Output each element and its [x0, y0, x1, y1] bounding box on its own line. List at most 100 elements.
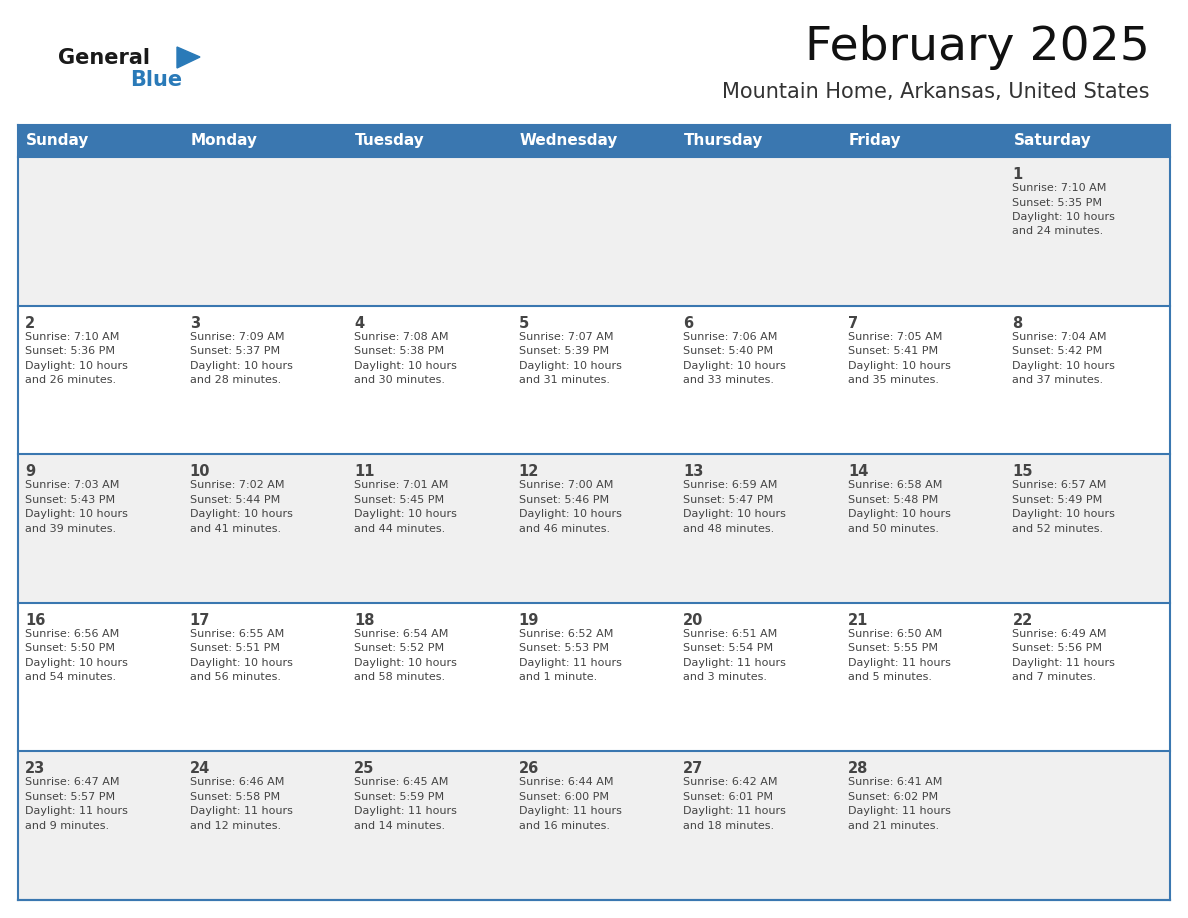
Text: Daylight: 11 hours: Daylight: 11 hours [190, 806, 292, 816]
Text: and 3 minutes.: and 3 minutes. [683, 672, 767, 682]
Text: 16: 16 [25, 613, 45, 628]
Text: Sunset: 5:52 PM: Sunset: 5:52 PM [354, 644, 444, 654]
Text: Mountain Home, Arkansas, United States: Mountain Home, Arkansas, United States [722, 82, 1150, 102]
Text: Daylight: 11 hours: Daylight: 11 hours [519, 806, 621, 816]
Text: Daylight: 11 hours: Daylight: 11 hours [25, 806, 128, 816]
Text: Sunrise: 6:50 AM: Sunrise: 6:50 AM [848, 629, 942, 639]
Text: 2: 2 [25, 316, 36, 330]
Text: 9: 9 [25, 465, 36, 479]
Text: Sunrise: 6:56 AM: Sunrise: 6:56 AM [25, 629, 119, 639]
Text: Sunset: 5:41 PM: Sunset: 5:41 PM [848, 346, 939, 356]
Text: and 7 minutes.: and 7 minutes. [1012, 672, 1097, 682]
Text: and 48 minutes.: and 48 minutes. [683, 523, 775, 533]
Text: and 18 minutes.: and 18 minutes. [683, 821, 775, 831]
Bar [18, 752, 1170, 900]
Text: and 5 minutes.: and 5 minutes. [848, 672, 931, 682]
Text: Sunrise: 6:54 AM: Sunrise: 6:54 AM [354, 629, 449, 639]
Text: and 46 minutes.: and 46 minutes. [519, 523, 609, 533]
Text: Sunset: 5:56 PM: Sunset: 5:56 PM [1012, 644, 1102, 654]
Text: Daylight: 10 hours: Daylight: 10 hours [190, 509, 292, 520]
Text: Sunset: 5:43 PM: Sunset: 5:43 PM [25, 495, 115, 505]
Bar [18, 125, 1170, 157]
Text: Sunrise: 6:46 AM: Sunrise: 6:46 AM [190, 778, 284, 788]
Text: Daylight: 10 hours: Daylight: 10 hours [25, 658, 128, 667]
Text: February 2025: February 2025 [805, 26, 1150, 71]
Text: Sunrise: 6:44 AM: Sunrise: 6:44 AM [519, 778, 613, 788]
Text: Daylight: 10 hours: Daylight: 10 hours [848, 361, 950, 371]
Text: Sunrise: 7:00 AM: Sunrise: 7:00 AM [519, 480, 613, 490]
Text: Sunrise: 6:42 AM: Sunrise: 6:42 AM [683, 778, 778, 788]
Text: Sunrise: 7:07 AM: Sunrise: 7:07 AM [519, 331, 613, 341]
Text: and 16 minutes.: and 16 minutes. [519, 821, 609, 831]
Text: and 44 minutes.: and 44 minutes. [354, 523, 446, 533]
Text: Sunset: 5:47 PM: Sunset: 5:47 PM [683, 495, 773, 505]
Text: Daylight: 11 hours: Daylight: 11 hours [519, 658, 621, 667]
Text: and 24 minutes.: and 24 minutes. [1012, 227, 1104, 237]
Text: Sunrise: 7:08 AM: Sunrise: 7:08 AM [354, 331, 449, 341]
Text: and 14 minutes.: and 14 minutes. [354, 821, 446, 831]
Text: Daylight: 10 hours: Daylight: 10 hours [683, 509, 786, 520]
Text: 8: 8 [1012, 316, 1023, 330]
Text: 6: 6 [683, 316, 694, 330]
Text: Daylight: 10 hours: Daylight: 10 hours [519, 361, 621, 371]
Text: and 31 minutes.: and 31 minutes. [519, 375, 609, 385]
Text: Daylight: 10 hours: Daylight: 10 hours [354, 658, 457, 667]
Text: and 21 minutes.: and 21 minutes. [848, 821, 939, 831]
Text: Daylight: 10 hours: Daylight: 10 hours [1012, 361, 1116, 371]
Text: Thursday: Thursday [684, 133, 764, 149]
Text: 21: 21 [848, 613, 868, 628]
Text: Daylight: 10 hours: Daylight: 10 hours [519, 509, 621, 520]
Text: Sunset: 5:51 PM: Sunset: 5:51 PM [190, 644, 279, 654]
Text: 25: 25 [354, 761, 374, 777]
Text: Sunrise: 6:45 AM: Sunrise: 6:45 AM [354, 778, 449, 788]
Text: Sunset: 5:45 PM: Sunset: 5:45 PM [354, 495, 444, 505]
Text: and 54 minutes.: and 54 minutes. [25, 672, 116, 682]
Text: Sunrise: 7:01 AM: Sunrise: 7:01 AM [354, 480, 449, 490]
Text: Sunrise: 7:10 AM: Sunrise: 7:10 AM [1012, 183, 1107, 193]
Text: Sunrise: 7:02 AM: Sunrise: 7:02 AM [190, 480, 284, 490]
Text: and 50 minutes.: and 50 minutes. [848, 523, 939, 533]
Text: Daylight: 10 hours: Daylight: 10 hours [354, 361, 457, 371]
Text: 28: 28 [848, 761, 868, 777]
Text: 14: 14 [848, 465, 868, 479]
Text: and 28 minutes.: and 28 minutes. [190, 375, 280, 385]
Text: Sunrise: 7:05 AM: Sunrise: 7:05 AM [848, 331, 942, 341]
Text: and 9 minutes.: and 9 minutes. [25, 821, 109, 831]
Text: Sunset: 5:35 PM: Sunset: 5:35 PM [1012, 197, 1102, 207]
Text: Daylight: 10 hours: Daylight: 10 hours [25, 509, 128, 520]
Text: 11: 11 [354, 465, 374, 479]
Text: Sunrise: 6:57 AM: Sunrise: 6:57 AM [1012, 480, 1107, 490]
Text: Sunrise: 6:49 AM: Sunrise: 6:49 AM [1012, 629, 1107, 639]
Text: 18: 18 [354, 613, 374, 628]
Text: Sunset: 6:02 PM: Sunset: 6:02 PM [848, 792, 939, 802]
Text: Daylight: 10 hours: Daylight: 10 hours [1012, 212, 1116, 222]
Text: Sunset: 6:00 PM: Sunset: 6:00 PM [519, 792, 608, 802]
Text: 22: 22 [1012, 613, 1032, 628]
Text: Sunset: 5:59 PM: Sunset: 5:59 PM [354, 792, 444, 802]
Text: Sunset: 5:58 PM: Sunset: 5:58 PM [190, 792, 279, 802]
Text: 17: 17 [190, 613, 210, 628]
Text: and 56 minutes.: and 56 minutes. [190, 672, 280, 682]
Text: Sunrise: 6:51 AM: Sunrise: 6:51 AM [683, 629, 777, 639]
Bar [18, 454, 1170, 603]
Text: and 26 minutes.: and 26 minutes. [25, 375, 116, 385]
Text: Sunset: 5:36 PM: Sunset: 5:36 PM [25, 346, 115, 356]
Text: 12: 12 [519, 465, 539, 479]
Text: and 37 minutes.: and 37 minutes. [1012, 375, 1104, 385]
Text: Sunset: 5:38 PM: Sunset: 5:38 PM [354, 346, 444, 356]
Text: Sunset: 5:49 PM: Sunset: 5:49 PM [1012, 495, 1102, 505]
Text: Daylight: 10 hours: Daylight: 10 hours [190, 361, 292, 371]
Text: Sunrise: 6:58 AM: Sunrise: 6:58 AM [848, 480, 942, 490]
Text: 19: 19 [519, 613, 539, 628]
Text: Daylight: 11 hours: Daylight: 11 hours [683, 806, 786, 816]
Text: Sunrise: 7:04 AM: Sunrise: 7:04 AM [1012, 331, 1107, 341]
Text: Daylight: 10 hours: Daylight: 10 hours [1012, 509, 1116, 520]
Text: Daylight: 11 hours: Daylight: 11 hours [848, 806, 950, 816]
Text: Sunset: 5:50 PM: Sunset: 5:50 PM [25, 644, 115, 654]
Bar [18, 603, 1170, 752]
Text: Sunrise: 7:10 AM: Sunrise: 7:10 AM [25, 331, 119, 341]
Text: Sunset: 5:55 PM: Sunset: 5:55 PM [848, 644, 937, 654]
Text: Daylight: 10 hours: Daylight: 10 hours [683, 361, 786, 371]
Polygon shape [177, 47, 200, 68]
Text: Daylight: 11 hours: Daylight: 11 hours [683, 658, 786, 667]
